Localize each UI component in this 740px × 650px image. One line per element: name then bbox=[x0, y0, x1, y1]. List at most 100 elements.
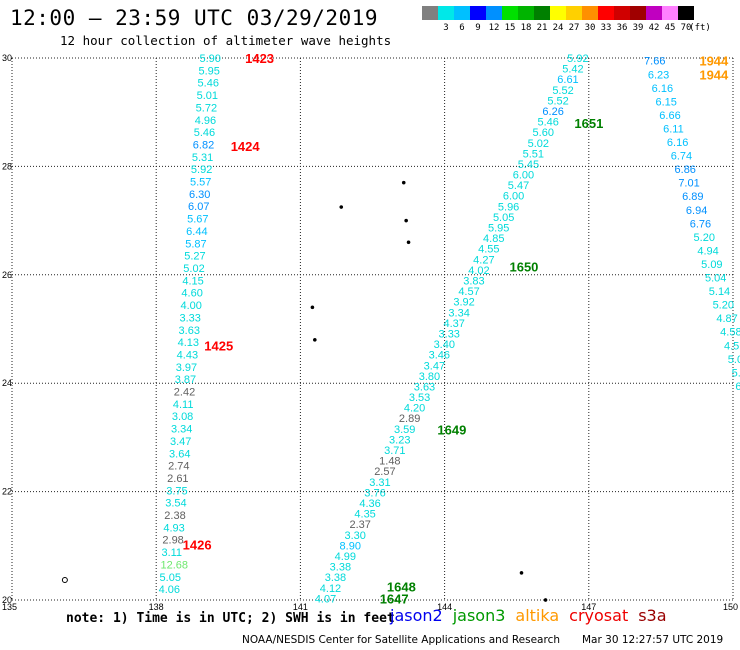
swh-value: 3.75 bbox=[166, 485, 187, 497]
legend-label: 18 bbox=[520, 23, 532, 33]
legend-swatch bbox=[646, 6, 662, 20]
swh-value: 5.0 bbox=[728, 354, 740, 366]
swh-value: 2.98 bbox=[162, 535, 183, 547]
lat-tick-label: 26 bbox=[2, 270, 12, 280]
swh-value: 5.05 bbox=[493, 212, 514, 224]
swh-value: 5.42 bbox=[562, 64, 583, 76]
island-marker bbox=[312, 337, 317, 342]
island-marker bbox=[406, 240, 411, 245]
lat-tick-label: 24 bbox=[2, 378, 12, 388]
swh-value: 6.15 bbox=[655, 96, 676, 108]
swh-value: 4.96 bbox=[195, 115, 216, 127]
swh-value: 2.57 bbox=[374, 466, 395, 478]
swh-value: 5.52 bbox=[547, 95, 568, 107]
map-title: 12:00 – 23:59 UTC 03/29/2019 bbox=[10, 6, 379, 30]
pass-label: 1647 bbox=[380, 591, 409, 606]
legend-label: 36 bbox=[616, 23, 628, 33]
swh-value: 6.61 bbox=[557, 74, 578, 86]
swh-value: 4.37 bbox=[443, 318, 464, 330]
map-subtitle: 12 hour collection of altimeter wave hei… bbox=[60, 33, 392, 48]
legend-swatch bbox=[438, 6, 454, 20]
island-marker bbox=[310, 305, 315, 310]
legend-label: 24 bbox=[552, 23, 564, 33]
swh-value: 3.38 bbox=[330, 562, 351, 574]
legend-swatches bbox=[422, 6, 740, 20]
swh-value: 6.30 bbox=[189, 189, 210, 201]
swh-value: 5.95 bbox=[199, 65, 220, 77]
swh-value: 3.47 bbox=[170, 436, 191, 448]
legend-swatch bbox=[662, 6, 678, 20]
swh-value: 6.16 bbox=[652, 83, 673, 95]
swh-value: 3.53 bbox=[409, 392, 430, 404]
swh-value: 5.14 bbox=[709, 286, 730, 298]
island-marker bbox=[339, 205, 344, 209]
swh-value: 4.00 bbox=[180, 300, 201, 312]
legend-label: 70 bbox=[680, 23, 692, 33]
legend-swatch bbox=[502, 6, 518, 20]
legend-swatch bbox=[550, 6, 566, 20]
legend-swatch bbox=[598, 6, 614, 20]
swh-value: 5.01 bbox=[197, 90, 218, 102]
pass-label: 1651 bbox=[574, 116, 603, 131]
swh-value: 4.35 bbox=[354, 509, 375, 521]
swh-value: 5.09 bbox=[701, 259, 722, 271]
swh-value: 5.46 bbox=[537, 117, 558, 129]
swh-value: 2.38 bbox=[164, 510, 185, 522]
swh-value: 6.11 bbox=[663, 123, 684, 135]
swh-value: 1.48 bbox=[379, 456, 400, 468]
swh-value: 5.96 bbox=[498, 201, 519, 213]
swh-value: 6.89 bbox=[682, 191, 703, 203]
legend-label: 21 bbox=[536, 23, 548, 33]
pass-label: 1424 bbox=[231, 139, 261, 154]
legend-label: 15 bbox=[504, 23, 516, 33]
swh-value: 3.92 bbox=[453, 297, 474, 309]
legend-label: 39 bbox=[632, 23, 644, 33]
swh-value: 5.20 bbox=[694, 232, 715, 244]
pass-label: 1423 bbox=[245, 51, 274, 66]
legend-swatch bbox=[518, 6, 534, 20]
legend-label: 3 bbox=[443, 23, 449, 33]
swh-value: 2.37 bbox=[349, 519, 370, 531]
swh-value: 6.16 bbox=[667, 137, 688, 149]
lon-tick-label: 150 bbox=[723, 602, 738, 612]
swh-value: 5.87 bbox=[185, 238, 206, 250]
swh-value: 5.02 bbox=[528, 138, 549, 150]
lat-tick-label: 30 bbox=[2, 53, 12, 63]
swh-value: 6.66 bbox=[659, 110, 680, 122]
swh-value: 4.57 bbox=[458, 286, 479, 298]
swh-value: 3.76 bbox=[364, 487, 385, 499]
swh-value: 5.27 bbox=[184, 251, 205, 263]
legend-labels: 3 6 9 12 15 18 21 24 27 30 33 36 39 42 45 70 (ft) bbox=[422, 20, 740, 34]
swh-value: 4.12 bbox=[320, 583, 341, 595]
swh-value: 4.58 bbox=[720, 327, 740, 339]
swh-value: 5.47 bbox=[508, 180, 529, 192]
lon-tick-label: 144 bbox=[437, 602, 452, 612]
swh-value: 5.90 bbox=[199, 53, 220, 65]
legend-swatch bbox=[454, 6, 470, 20]
swh-value: 3.33 bbox=[439, 328, 460, 340]
swh-value: 4.5 bbox=[724, 340, 739, 352]
swh-value: 4.94 bbox=[697, 245, 718, 257]
pass-label: 1425 bbox=[204, 338, 233, 353]
swh-value: 4.36 bbox=[359, 498, 380, 510]
legend-label: 45 bbox=[664, 23, 676, 33]
swh-value: 5.67 bbox=[187, 214, 208, 226]
island-marker bbox=[404, 218, 408, 223]
swh-value: 12.68 bbox=[161, 559, 189, 571]
swh-value: 4.93 bbox=[163, 522, 184, 534]
swh-value: 6.94 bbox=[686, 205, 707, 217]
swh-value: 5.04 bbox=[705, 273, 726, 285]
pass-label: 1650 bbox=[509, 260, 538, 275]
swh-value: 4.85 bbox=[483, 233, 504, 245]
legend-swatch bbox=[582, 6, 598, 20]
swh-value: 5.02 bbox=[183, 263, 204, 275]
swh-value: 4.60 bbox=[181, 288, 202, 300]
island-marker bbox=[401, 180, 406, 185]
lat-tick-label: 28 bbox=[2, 161, 12, 171]
legend-swatch bbox=[534, 6, 550, 20]
swh-value: 3.59 bbox=[394, 424, 415, 436]
pass-label: 1426 bbox=[183, 538, 212, 553]
swh-value: 6.74 bbox=[671, 151, 692, 163]
swh-value: 2.74 bbox=[168, 461, 189, 473]
swh-value: 7.01 bbox=[678, 178, 699, 190]
